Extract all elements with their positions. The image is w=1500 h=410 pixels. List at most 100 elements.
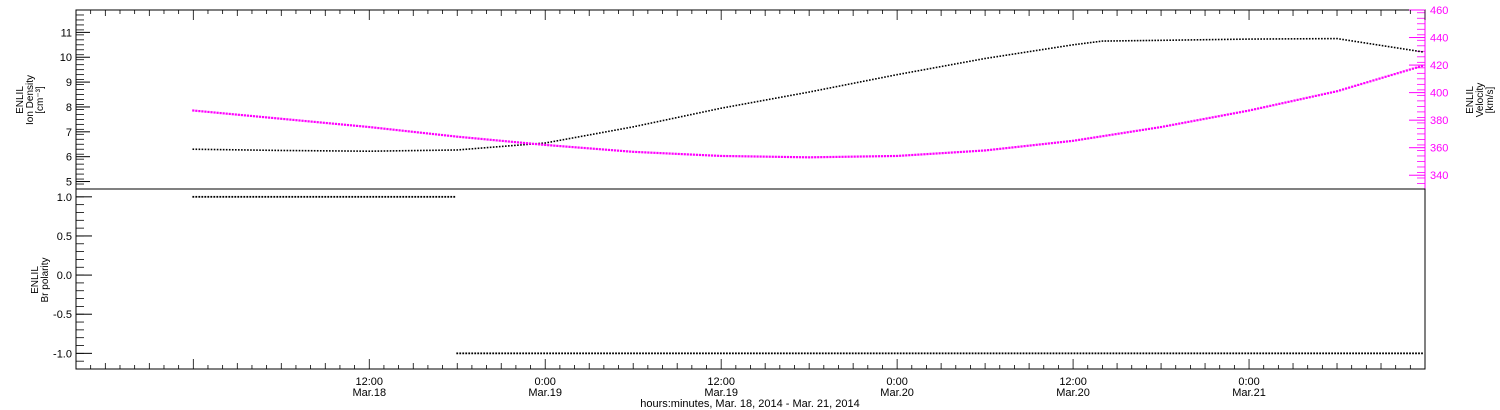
density-point: [1054, 46, 1056, 49]
density-point: [1287, 38, 1290, 40]
velocity-point: [632, 150, 635, 153]
density-point: [210, 148, 213, 151]
polarity-point: [333, 195, 336, 198]
polarity-point: [1298, 352, 1301, 355]
polarity-point: [836, 352, 839, 355]
density-point: [586, 134, 589, 137]
polarity-point: [1421, 352, 1423, 355]
density-point: [668, 118, 671, 120]
velocity-point: [1175, 123, 1178, 126]
velocity-point: [899, 154, 902, 157]
density-point: [1008, 53, 1011, 56]
velocity-point: [322, 121, 325, 124]
velocity-point: [516, 141, 520, 144]
density-point: [708, 109, 710, 112]
density-point: [213, 148, 216, 151]
density-point: [1190, 39, 1193, 41]
density-point: [1336, 37, 1338, 40]
polarity-point: [405, 195, 408, 198]
polarity-point: [1277, 352, 1280, 355]
density-point: [826, 87, 829, 90]
polarity-point: [1136, 352, 1139, 355]
velocity-point: [389, 128, 392, 131]
velocity-point: [798, 156, 802, 159]
velocity-point: [334, 122, 337, 126]
polarity-point: [1019, 352, 1022, 355]
velocity-point: [1302, 97, 1305, 100]
velocity-point: [908, 154, 911, 157]
polarity-point: [714, 352, 716, 355]
density-point: [1148, 39, 1151, 42]
polarity-point: [273, 195, 276, 198]
density-point: [259, 149, 261, 151]
velocity-point: [1193, 119, 1196, 122]
polarity-point: [1325, 352, 1328, 355]
velocity-point: [695, 153, 699, 156]
velocity-point: [553, 144, 556, 147]
density-point: [319, 149, 322, 152]
velocity-point: [935, 152, 938, 155]
velocity-point: [1263, 106, 1266, 109]
polarity-point: [785, 352, 788, 355]
velocity-point: [568, 145, 571, 148]
polarity-point: [1370, 352, 1372, 355]
velocity-point: [219, 111, 222, 115]
velocity-point: [340, 123, 344, 126]
polarity-point: [1040, 352, 1043, 355]
density-point: [225, 148, 228, 151]
polarity-point: [890, 352, 893, 355]
velocity-point: [947, 151, 950, 154]
density-point: [523, 143, 525, 146]
polarity-point: [1346, 352, 1348, 355]
density-point: [805, 91, 807, 94]
polarity-point: [600, 352, 602, 355]
left-tick-label: 5: [66, 177, 72, 189]
left-tick-label: 7: [66, 127, 72, 139]
polarity-point: [1049, 352, 1052, 355]
polarity-point: [711, 352, 713, 355]
polarity-point: [327, 195, 330, 198]
bottom-panel-frame: [75, 188, 1426, 370]
velocity-point: [847, 155, 850, 158]
velocity-point: [662, 152, 665, 155]
density-point: [1110, 40, 1113, 42]
density-point: [344, 150, 346, 152]
polarity-point: [435, 195, 438, 198]
velocity-point: [1090, 136, 1093, 140]
velocity-point: [483, 138, 486, 141]
polarity-point: [1016, 352, 1019, 355]
density-point: [341, 150, 343, 152]
velocity-point: [289, 118, 292, 121]
density-point: [565, 138, 568, 140]
density-point: [1098, 40, 1101, 43]
density-point: [1239, 38, 1241, 41]
density-point: [583, 134, 586, 137]
velocity-point: [896, 154, 899, 158]
velocity-point: [1202, 117, 1205, 121]
polarity-point: [782, 352, 785, 355]
density-point: [963, 61, 965, 64]
velocity-point: [1272, 104, 1275, 107]
bottom-ylabel: ENLIL Br polarity: [30, 257, 51, 302]
density-point: [1227, 38, 1229, 41]
density-point: [262, 149, 264, 152]
polarity-point: [1085, 352, 1088, 355]
polarity-point: [1223, 352, 1226, 355]
velocity-point: [519, 141, 523, 144]
velocity-point: [352, 124, 356, 127]
velocity-point: [286, 118, 289, 121]
polarity-point: [198, 195, 201, 198]
density-point: [544, 142, 547, 144]
density-point: [687, 114, 689, 117]
polarity-point: [866, 352, 869, 355]
velocity-point: [1002, 147, 1005, 150]
density-point: [471, 147, 474, 150]
density-point: [635, 125, 638, 128]
density-point: [1260, 38, 1262, 40]
density-point: [1290, 38, 1293, 40]
x-tick-label-time: 0:00: [535, 376, 556, 388]
velocity-point: [480, 137, 483, 141]
density-point: [580, 135, 583, 138]
polarity-point: [351, 195, 354, 198]
density-point: [517, 144, 519, 146]
